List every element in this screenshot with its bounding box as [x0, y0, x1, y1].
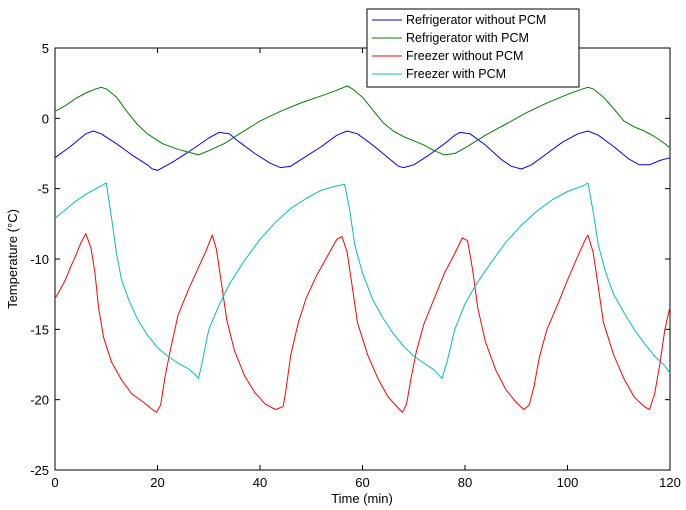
- plot-area: [54, 47, 671, 471]
- y-tick-label: -20: [30, 393, 49, 408]
- x-tick-label: 40: [253, 475, 267, 490]
- x-tick-label: 0: [51, 475, 58, 490]
- legend-label-freezer-without-pcm: Freezer without PCM: [406, 49, 523, 63]
- legend-label-refrigerator-without-pcm: Refrigerator without PCM: [406, 13, 546, 27]
- y-tick-label: 0: [42, 111, 49, 126]
- series-line-refrigerator-without-pcm: [54, 130, 671, 171]
- y-tick-label: -25: [30, 463, 49, 478]
- legend: Refrigerator without PCM Refrigerator wit…: [366, 8, 580, 88]
- series-line-freezer-without-pcm: [54, 233, 671, 413]
- x-tick-label: 120: [659, 475, 681, 490]
- series-lines: [54, 85, 671, 413]
- legend-box: [366, 8, 580, 88]
- x-tick-label: 100: [557, 475, 579, 490]
- y-tick-label: -10: [30, 252, 49, 267]
- series-line-refrigerator-with-pcm: [54, 85, 671, 156]
- x-axis-label: Time (min): [331, 491, 393, 506]
- series-line-freezer-with-pcm: [54, 182, 671, 380]
- x-tick-label: 80: [458, 475, 472, 490]
- y-tick-label: -5: [37, 182, 49, 197]
- x-tick-label: 60: [355, 475, 369, 490]
- x-tick-label: 20: [150, 475, 164, 490]
- axis-ticks: 0 20 40 60 80 100 120 -25 -20 -15 -10 -5 0 5: [30, 41, 681, 490]
- legend-label-refrigerator-with-pcm: Refrigerator with PCM: [406, 31, 529, 45]
- legend-label-freezer-with-pcm: Freezer with PCM: [406, 67, 506, 81]
- y-tick-label: 5: [42, 41, 49, 56]
- y-axis-label: Temperature (°C): [5, 209, 20, 309]
- y-tick-label: -15: [30, 322, 49, 337]
